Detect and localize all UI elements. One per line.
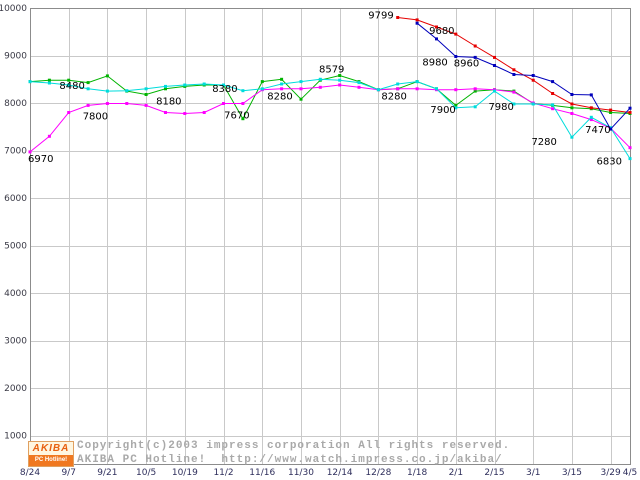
data-label: 8960 [454,58,479,69]
y-axis-label: 7000 [4,147,27,157]
data-label: 7900 [430,105,455,116]
series-green [28,74,632,121]
data-label: 9799 [368,11,393,22]
x-axis-label: 3/1 [526,468,540,478]
akiba-pc-hotline-logo: AKIBA PC Hotline! [28,441,74,467]
x-axis-label: 4/5 [623,468,637,478]
data-label: 8579 [319,65,344,76]
x-axis-label: 8/24 [20,468,40,478]
data-label: 7980 [488,102,513,113]
x-axis-label: 3/29 [601,468,621,478]
x-axis-label: 12/28 [365,468,391,478]
y-axis-labels: 10000 9000 8000 7000 6000 5000 4000 3000 2000 100… [0,4,27,442]
logo-pc-hotline-text: PC Hotline! [29,455,73,466]
plot-border [30,8,631,465]
x-axis-label: 3/15 [562,468,582,478]
data-label: 6830 [597,157,622,168]
y-axis-label: 4000 [4,289,27,299]
x-axis-label: 10/19 [172,468,198,478]
y-axis-label: 5000 [4,242,27,252]
series-blue [415,21,632,131]
data-label: 7670 [224,111,249,122]
data-label: 8180 [156,97,181,108]
data-label: 8980 [422,58,447,69]
x-axis-label: 12/14 [327,468,353,478]
x-axis-label: 11/30 [288,468,314,478]
y-axis-label: 6000 [4,194,27,204]
data-label: 8280 [267,92,292,103]
y-axis-label: 1000 [4,432,27,442]
logo-akiba-text: AKIBA [32,443,70,454]
x-axis-label: 2/1 [449,468,463,478]
y-axis-label: 3000 [4,337,27,347]
data-label: 7800 [83,112,108,123]
data-label: 8280 [381,92,406,103]
y-axis-label: 9000 [4,52,27,62]
x-axis-label: 11/16 [249,468,275,478]
data-label: 6970 [28,154,53,165]
v-gridlines [69,8,612,464]
x-axis-label: 10/5 [136,468,156,478]
data-annotations: 6970 8480 7800 8180 8380 7670 8280 8579 8280 9799… [28,11,622,168]
data-label: 7280 [531,137,556,148]
data-label: 8480 [59,81,84,92]
y-axis-label: 2000 [4,384,27,394]
x-axis-label: 1/18 [407,468,427,478]
x-axis-labels: 8/24 9/7 9/21 10/5 10/19 11/2 11/16 11/30 12/14 1… [20,468,637,478]
data-label: 7470 [585,125,610,136]
series-red [396,16,632,114]
series-cyan [28,77,632,161]
site-url-text: AKIBA PC Hotline! http://www.watch.impre… [77,454,503,466]
y-axis-label: 10000 [0,4,27,14]
h-gridlines [30,56,630,437]
copyright-text: Copyright(c)2003 impress corporation All… [77,440,511,452]
x-axis-label: 9/7 [61,468,75,478]
data-label: 8380 [212,84,237,95]
data-label: 9680 [429,26,454,37]
x-axis-label: 2/15 [484,468,504,478]
x-axis-label: 11/2 [213,468,233,478]
x-axis-label: 9/21 [97,468,117,478]
y-axis-label: 8000 [4,99,27,109]
